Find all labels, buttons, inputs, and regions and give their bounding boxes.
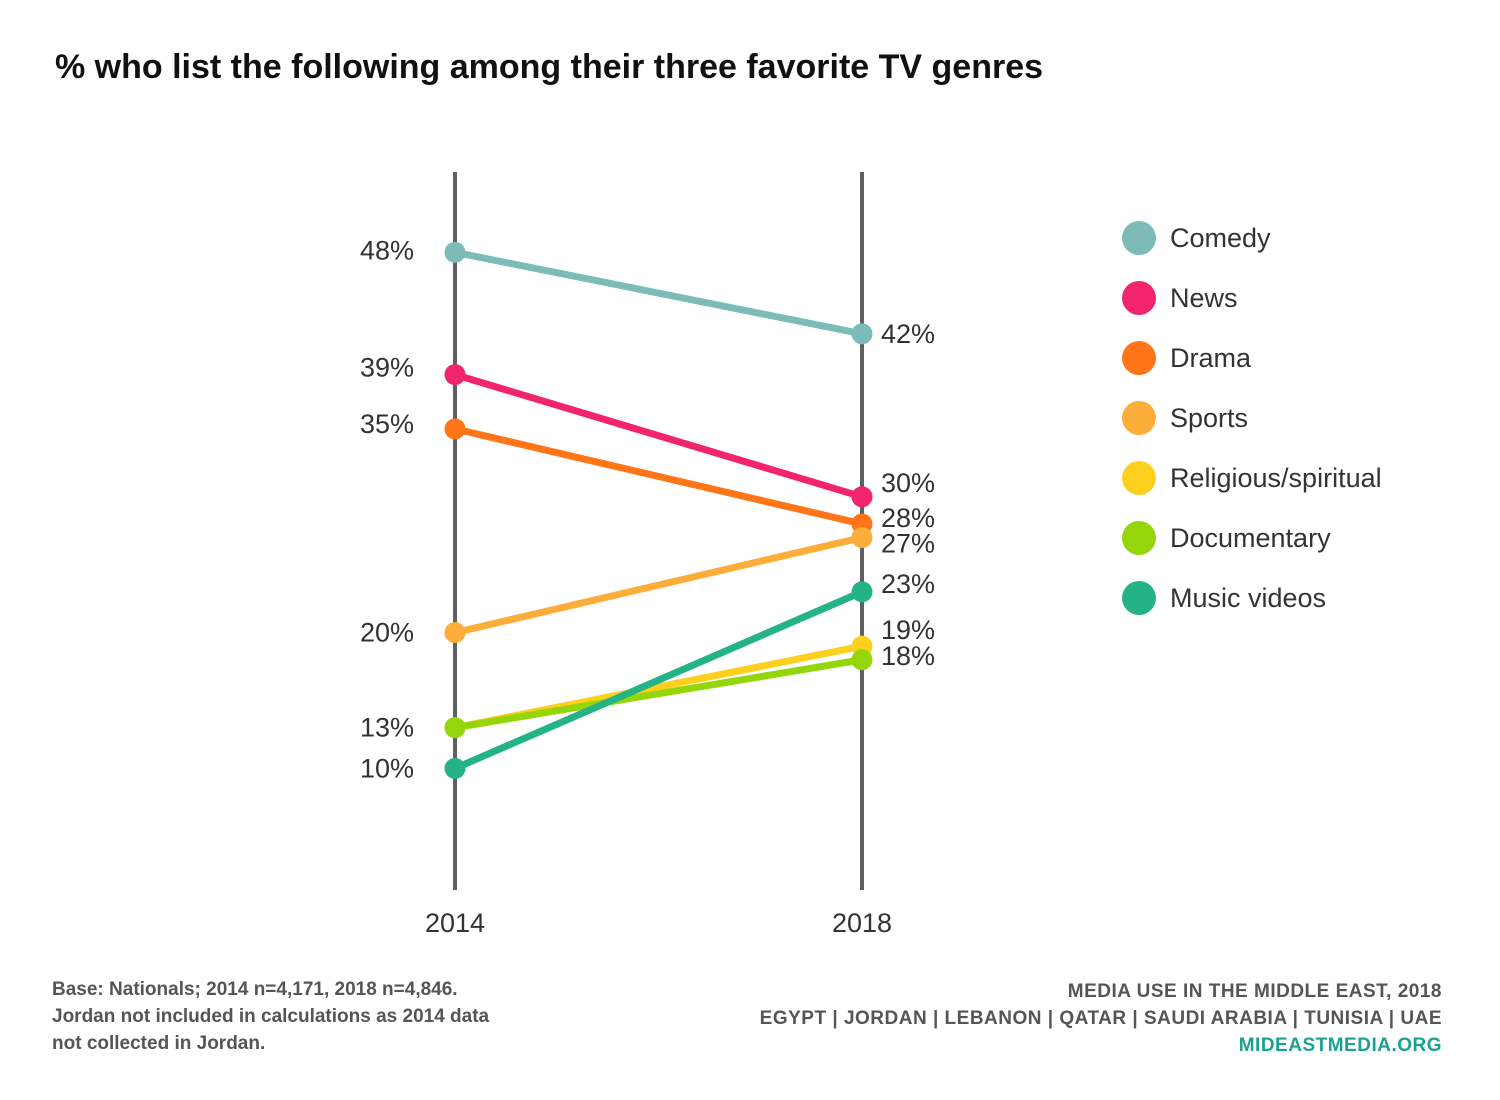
legend-label: Music videos xyxy=(1170,582,1327,613)
series-line xyxy=(451,656,866,732)
data-label: 13% xyxy=(360,713,414,743)
report-title: MEDIA USE IN THE MIDDLE EAST, 2018 xyxy=(1067,981,1442,1002)
series-line xyxy=(451,248,866,338)
legend-swatch xyxy=(1122,281,1156,315)
data-label: 27% xyxy=(881,529,935,559)
legend-item: Music videos xyxy=(1122,578,1326,618)
legend-item: Religious/spiritual xyxy=(1122,458,1382,498)
legend-label: Religious/spiritual xyxy=(1170,462,1382,493)
legend-swatch xyxy=(1122,341,1156,375)
data-label: 19% xyxy=(881,615,935,645)
report-credit: MEDIA USE IN THE MIDDLE EAST, 2018 EGYPT… xyxy=(760,978,1442,1059)
data-point xyxy=(851,527,873,549)
legend-item: Documentary xyxy=(1122,518,1331,558)
data-label: 39% xyxy=(360,353,414,383)
base-note: Base: Nationals; 2014 n=4,171, 2018 n=4,… xyxy=(52,976,489,1057)
legend-swatch xyxy=(1122,221,1156,255)
legend-swatch xyxy=(1122,581,1156,615)
legend-item: News xyxy=(1122,278,1238,318)
data-label: 28% xyxy=(881,503,935,533)
data-point xyxy=(444,418,466,440)
legend-item: Comedy xyxy=(1122,218,1271,258)
series-line xyxy=(451,588,866,772)
legend-swatch xyxy=(1122,401,1156,435)
data-point xyxy=(444,757,466,779)
data-point xyxy=(444,717,466,739)
chart-title: % who list the following among their thr… xyxy=(55,48,1044,86)
x-tick-label: 2014 xyxy=(425,908,485,938)
legend-swatch xyxy=(1122,521,1156,555)
base-note-line: Jordan not included in calculations as 2… xyxy=(52,1006,490,1027)
data-label: 10% xyxy=(360,753,414,783)
data-label: 48% xyxy=(360,235,414,265)
data-point xyxy=(444,241,466,263)
data-point xyxy=(851,323,873,345)
country-list: EGYPT | JORDAN | LEBANON | QATAR | SAUDI… xyxy=(759,1008,1442,1029)
data-point xyxy=(851,581,873,603)
series-line xyxy=(451,371,866,501)
data-point xyxy=(851,486,873,508)
site-link[interactable]: MIDEASTMEDIA.ORG xyxy=(1238,1035,1442,1056)
base-note-line: not collected in Jordan. xyxy=(52,1033,266,1054)
legend-item: Sports xyxy=(1122,398,1248,438)
data-label: 42% xyxy=(881,319,935,349)
data-point xyxy=(851,649,873,671)
series-line xyxy=(451,425,866,528)
data-label: 18% xyxy=(881,641,935,671)
legend-label: Comedy xyxy=(1170,222,1271,253)
x-tick-label: 2018 xyxy=(832,908,892,938)
base-note-line: Base: Nationals; 2014 n=4,171, 2018 n=4,… xyxy=(52,979,458,1000)
legend-item: Drama xyxy=(1122,338,1251,378)
legend-swatch xyxy=(1122,461,1156,495)
data-label: 30% xyxy=(881,468,935,498)
legend-label: Documentary xyxy=(1170,522,1331,553)
legend-label: News xyxy=(1170,282,1238,313)
data-label: 20% xyxy=(360,618,414,648)
data-label: 35% xyxy=(360,409,414,439)
legend-label: Sports xyxy=(1170,402,1249,433)
data-point xyxy=(444,622,466,644)
data-label: 23% xyxy=(881,569,935,599)
data-point xyxy=(444,364,466,386)
legend-label: Drama xyxy=(1170,342,1252,373)
series-line xyxy=(451,534,866,637)
